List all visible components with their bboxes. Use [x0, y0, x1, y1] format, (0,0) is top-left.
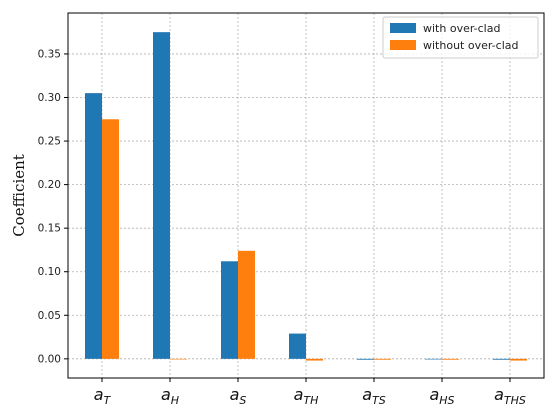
bar-without-over-clad — [442, 358, 459, 360]
x-tick-label: aH — [161, 385, 179, 407]
x-tick-label-base: a — [362, 385, 372, 404]
y-axis-label: Coefficient — [10, 154, 28, 237]
x-tick-label: aS — [230, 385, 247, 407]
x-tick-label-base: a — [429, 385, 439, 404]
x-tick-label-subscript: S — [239, 394, 246, 407]
x-tick-label-base: a — [94, 385, 104, 404]
bar-with-over-clad — [493, 358, 510, 360]
x-tick-label: aTH — [294, 385, 319, 407]
x-tick-label-base: a — [230, 385, 240, 404]
bar-without-over-clad — [238, 250, 255, 359]
legend-swatch-with-over-clad — [390, 23, 416, 33]
bar-with-over-clad — [357, 358, 374, 360]
x-tick-label-subscript: TS — [372, 394, 386, 407]
bar-without-over-clad — [170, 358, 187, 360]
bar-with-over-clad — [153, 32, 170, 359]
legend-box — [382, 16, 539, 59]
x-axis: aT aH aS aTH aTS aHS aTHS — [94, 378, 526, 407]
legend-swatch-without-over-clad — [390, 40, 416, 50]
legend-label-with-over-clad: with over-clad — [423, 22, 500, 35]
y-tick-label: 0.10 — [38, 266, 61, 278]
bar-with-over-clad — [289, 333, 306, 359]
x-tick-label-subscript: TH — [303, 394, 318, 407]
y-tick-label: 0.30 — [38, 92, 61, 104]
legend-label-without-over-clad: without over-clad — [423, 39, 518, 52]
legend: with over-clad without over-clad — [382, 16, 539, 59]
x-tick-label: aT — [94, 385, 112, 407]
x-tick-label: aHS — [429, 385, 454, 407]
x-tick-label: aTHS — [494, 385, 526, 407]
bar-without-over-clad — [102, 119, 119, 359]
y-tick-label: 0.20 — [38, 179, 61, 191]
x-tick-label: aTS — [362, 385, 386, 407]
y-axis: 0.00 0.05 0.10 0.15 0.20 0.25 0.30 0.35 — [38, 48, 68, 365]
y-tick-label: 0.35 — [38, 48, 61, 60]
bars — [85, 32, 527, 361]
y-tick-label: 0.25 — [38, 136, 61, 148]
x-tick-label-subscript: T — [104, 394, 112, 407]
y-tick-label: 0.05 — [38, 310, 61, 322]
bar-without-over-clad — [510, 358, 527, 361]
y-tick-label: 0.00 — [38, 353, 61, 365]
y-tick-label: 0.15 — [38, 223, 61, 235]
x-tick-label-subscript: H — [171, 394, 179, 407]
x-tick-label-base: a — [161, 385, 171, 404]
bar-with-over-clad — [221, 261, 238, 359]
bar-with-over-clad — [425, 358, 442, 360]
grid — [68, 13, 544, 378]
bar-without-over-clad — [306, 358, 323, 361]
bar-without-over-clad — [374, 358, 391, 360]
x-tick-label-subscript: HS — [439, 394, 454, 407]
x-tick-label-base: a — [294, 385, 304, 404]
bar-with-over-clad — [85, 93, 102, 359]
plot-frame — [67, 12, 545, 379]
x-tick-label-base: a — [494, 385, 504, 404]
x-tick-label-subscript: THS — [504, 394, 526, 407]
